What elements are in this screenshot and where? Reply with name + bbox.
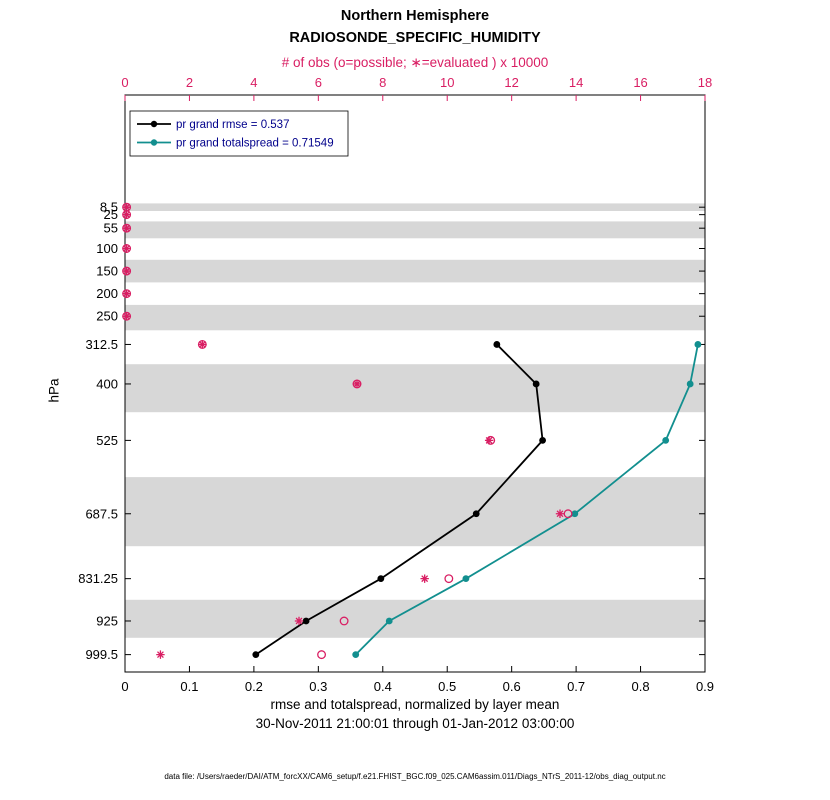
- svg-text:200: 200: [96, 286, 118, 301]
- svg-text:4: 4: [250, 75, 257, 90]
- svg-text:6: 6: [315, 75, 322, 90]
- svg-text:25: 25: [104, 207, 118, 222]
- legend: pr grand rmse = 0.537 pr grand totalsprea…: [129, 110, 349, 157]
- svg-text:999.5: 999.5: [85, 647, 118, 662]
- obs-evaluated-marker: [555, 509, 565, 518]
- layer-shading-bands: [125, 203, 705, 638]
- obs-count-markers: [122, 202, 573, 660]
- legend-entry-label: pr grand totalspread = 0.71549: [176, 138, 334, 150]
- svg-text:14: 14: [569, 75, 583, 90]
- svg-text:0: 0: [121, 679, 128, 694]
- svg-text:687.5: 687.5: [85, 506, 118, 521]
- svg-text:8: 8: [379, 75, 386, 90]
- svg-text:0: 0: [121, 75, 128, 90]
- svg-text:55: 55: [104, 221, 118, 236]
- svg-text:0.1: 0.1: [180, 679, 198, 694]
- rmse-series: [252, 341, 546, 659]
- obs-evaluated-marker: [122, 289, 131, 298]
- svg-text:10: 10: [440, 75, 454, 90]
- obs-evaluated-marker: [420, 574, 429, 583]
- svg-text:250: 250: [96, 309, 118, 324]
- obs-evaluated-marker: [198, 340, 207, 349]
- svg-text:100: 100: [96, 241, 118, 256]
- obs-possible-marker: [563, 509, 573, 519]
- plot-title-region: Northern Hemisphere: [340, 8, 490, 24]
- svg-text:0.3: 0.3: [309, 679, 327, 694]
- svg-text:0.6: 0.6: [503, 679, 521, 694]
- y-axis-label: hPa: [46, 378, 62, 403]
- plot-title-variable: RADIOSONDE_SPECIFIC_HUMIDITY: [289, 30, 541, 46]
- totalspread-series: [352, 341, 702, 659]
- obs-evaluated-marker: [156, 650, 165, 659]
- svg-text:0.7: 0.7: [567, 679, 585, 694]
- timespan-label: 30-Nov-2011 21:00:01 through 01-Jan-2012…: [255, 716, 575, 731]
- svg-text:16: 16: [633, 75, 647, 90]
- svg-text:831.25: 831.25: [78, 571, 118, 586]
- axes-ticks: 0 0.1 0.2 0.3 0.4 0.5 0.6 0.7 0.8 0.9 0 2 4 6 8 10 12 14 1…: [78, 75, 714, 694]
- svg-text:12: 12: [504, 75, 518, 90]
- svg-text:0.2: 0.2: [245, 679, 263, 694]
- legend-entry-label: pr grand rmse = 0.537: [176, 119, 289, 131]
- svg-text:8.5: 8.5: [100, 200, 118, 215]
- obs-evaluated-marker: [122, 312, 131, 321]
- obs-evaluated-marker: [122, 202, 131, 212]
- svg-text:0.5: 0.5: [438, 679, 456, 694]
- obs-evaluated-marker: [122, 210, 131, 219]
- svg-text:150: 150: [96, 264, 118, 279]
- obs-evaluated-marker: [122, 223, 131, 233]
- top-axis-label: # of obs (o=possible; ∗=evaluated ) x 10…: [281, 55, 549, 70]
- svg-text:400: 400: [96, 376, 118, 391]
- obs-possible-marker: [317, 650, 327, 660]
- svg-text:0.8: 0.8: [632, 679, 650, 694]
- svg-text:925: 925: [96, 613, 118, 628]
- svg-text:18: 18: [698, 75, 712, 90]
- obs-evaluated-marker: [352, 379, 362, 389]
- obs-evaluated-marker: [484, 436, 494, 445]
- obs-evaluated-marker: [122, 244, 131, 253]
- obs-evaluated-marker: [294, 616, 304, 626]
- datafile-caption: data file: /Users/raeder/DAI/ATM_forcXX/…: [164, 772, 666, 781]
- obs-possible-marker: [339, 616, 349, 626]
- svg-text:2: 2: [186, 75, 193, 90]
- x-axis-label: rmse and totalspread, normalized by laye…: [270, 697, 560, 712]
- svg-text:0.4: 0.4: [374, 679, 392, 694]
- svg-text:312.5: 312.5: [85, 337, 118, 352]
- obs-possible-marker: [444, 574, 454, 584]
- svg-text:525: 525: [96, 433, 118, 448]
- obs-evaluated-marker: [122, 266, 131, 276]
- svg-text:0.9: 0.9: [696, 679, 714, 694]
